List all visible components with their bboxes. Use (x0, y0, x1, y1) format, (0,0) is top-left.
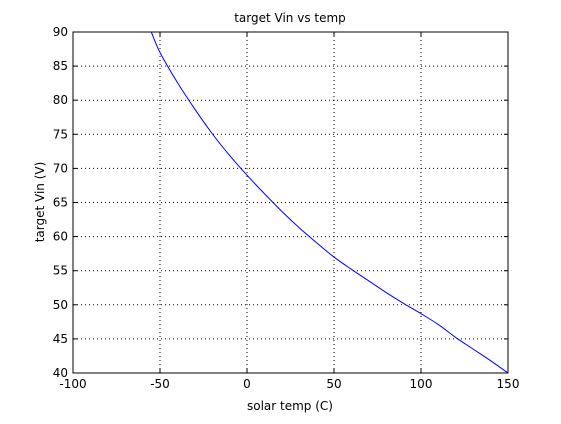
axis-ticks: -100 -50 0 50 100 150 40 45 50 55 60 65 70 75 80 85 90 (53, 25, 520, 391)
x-tick-label: -50 (150, 377, 170, 391)
y-tick-label: 80 (53, 93, 68, 107)
y-tick-label: 60 (53, 230, 68, 244)
x-tick-label: 100 (410, 377, 433, 391)
y-tick-label: 65 (53, 196, 68, 210)
y-tick-label: 50 (53, 298, 68, 312)
x-axis-title: solar temp (C) (247, 399, 333, 413)
y-tick-label: 45 (53, 332, 68, 346)
x-tick-label: 150 (497, 377, 520, 391)
x-tick-label: 0 (243, 377, 251, 391)
y-tick-label: 55 (53, 264, 68, 278)
y-tick-label: 90 (53, 25, 68, 39)
y-axis-title: target Vin (V) (33, 162, 47, 243)
chart-title: target Vin vs temp (234, 11, 346, 25)
grid-lines (73, 32, 508, 373)
y-tick-label: 75 (53, 127, 68, 141)
x-tick-label: 50 (326, 377, 341, 391)
x-tick-label: -100 (59, 377, 86, 391)
y-tick-label: 40 (53, 366, 68, 380)
series-line (150, 31, 509, 374)
series-layer (150, 31, 509, 374)
y-tick-label: 85 (53, 59, 68, 73)
y-tick-label: 70 (53, 161, 68, 175)
